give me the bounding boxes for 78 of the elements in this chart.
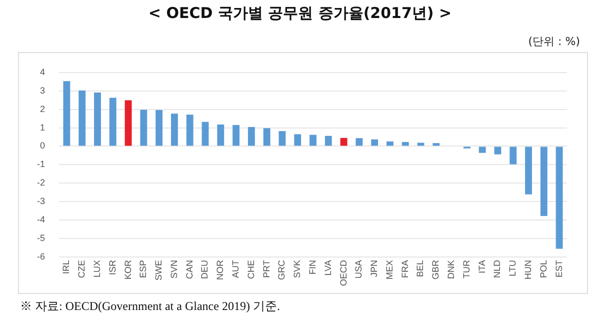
bar (525, 146, 532, 194)
x-tick-label: LVA (322, 260, 333, 276)
x-tick-label: GRC (276, 260, 287, 280)
bar (140, 110, 148, 146)
bar (510, 146, 517, 164)
x-tick-label: ESP (138, 260, 148, 278)
x-tick-label: CHE (246, 260, 256, 280)
x-tick-label: LTU (508, 260, 518, 276)
bar (217, 124, 224, 146)
x-tick-label: CAN (184, 260, 194, 280)
bar (232, 125, 240, 146)
x-tick-label: BEL (415, 260, 426, 278)
x-tick-label: SVN (168, 260, 179, 279)
x-tick-label: PRT (261, 260, 272, 278)
x-tick-label: MEX (384, 260, 394, 280)
y-tick-label: -5 (36, 233, 45, 244)
bar (63, 81, 70, 146)
bar (278, 131, 286, 146)
x-tick-label: NLD (492, 260, 502, 278)
bar (417, 142, 424, 146)
x-tick-label: FRA (400, 260, 410, 278)
y-tick-label: 3 (40, 85, 45, 96)
bar (556, 146, 563, 249)
y-tick-label: 2 (40, 104, 45, 114)
y-tick-label: 1 (40, 122, 45, 132)
y-tick-label: 4 (40, 66, 45, 77)
bar (402, 142, 409, 146)
bar (294, 134, 302, 146)
y-tick-label: -2 (36, 178, 45, 188)
y-tick-label: -4 (36, 214, 45, 225)
x-tick-label: JPN (369, 260, 380, 278)
bar (324, 136, 332, 146)
bar (202, 122, 209, 146)
bar (109, 98, 116, 146)
x-tick-label: CZE (76, 260, 87, 278)
x-tick-label: KOR (122, 260, 133, 280)
x-tick-label: USA (354, 260, 364, 279)
x-tick-label: HUN (523, 260, 533, 280)
bar (78, 90, 86, 146)
bar (356, 138, 363, 146)
x-tick-label: LUX (92, 260, 102, 278)
x-tick-label: GBR (430, 260, 441, 280)
y-tick-label: -3 (36, 196, 45, 206)
x-tick-label: NOR (215, 260, 226, 280)
x-tick-label: SWE (154, 260, 164, 281)
x-tick-label: DNK (446, 260, 456, 280)
x-tick-label: DEU (200, 260, 210, 280)
x-tick-label: FIN (307, 260, 318, 274)
x-tick-label: ISR (107, 260, 118, 276)
bar (310, 134, 316, 146)
bar (478, 146, 486, 153)
bar (170, 114, 178, 146)
bar (386, 141, 394, 146)
bar (186, 114, 194, 146)
x-tick-label: ITA (476, 260, 487, 274)
chart-title: < OECD 국가별 공무원 증가율(2017년) > (147, 4, 453, 23)
text: ※ 자료: OECD(Government at a Glance 2019) 기준. (20, 298, 280, 315)
bar (124, 100, 132, 146)
bar (94, 92, 101, 146)
x-tick-label: POL (538, 260, 548, 278)
bar (263, 128, 270, 146)
y-tick-label: -6 (36, 251, 45, 262)
x-tick-label: AUT (230, 259, 241, 278)
bar (432, 143, 440, 146)
bar (156, 110, 163, 146)
bar (371, 139, 378, 146)
x-tick-label: OECD (338, 260, 348, 286)
bar (248, 127, 255, 146)
bar (540, 146, 548, 216)
x-tick-label: SVK (292, 260, 302, 278)
y-tick-label: 0 (40, 140, 45, 151)
bar (340, 138, 348, 146)
x-tick-label: EST (554, 260, 564, 278)
x-tick-label: IRL (61, 260, 72, 274)
y-tick-label: -1 (36, 159, 45, 170)
x-tick-label: TUR (461, 260, 472, 278)
chart-subtitle: (단위 : %) (528, 34, 580, 49)
bar (494, 146, 502, 154)
